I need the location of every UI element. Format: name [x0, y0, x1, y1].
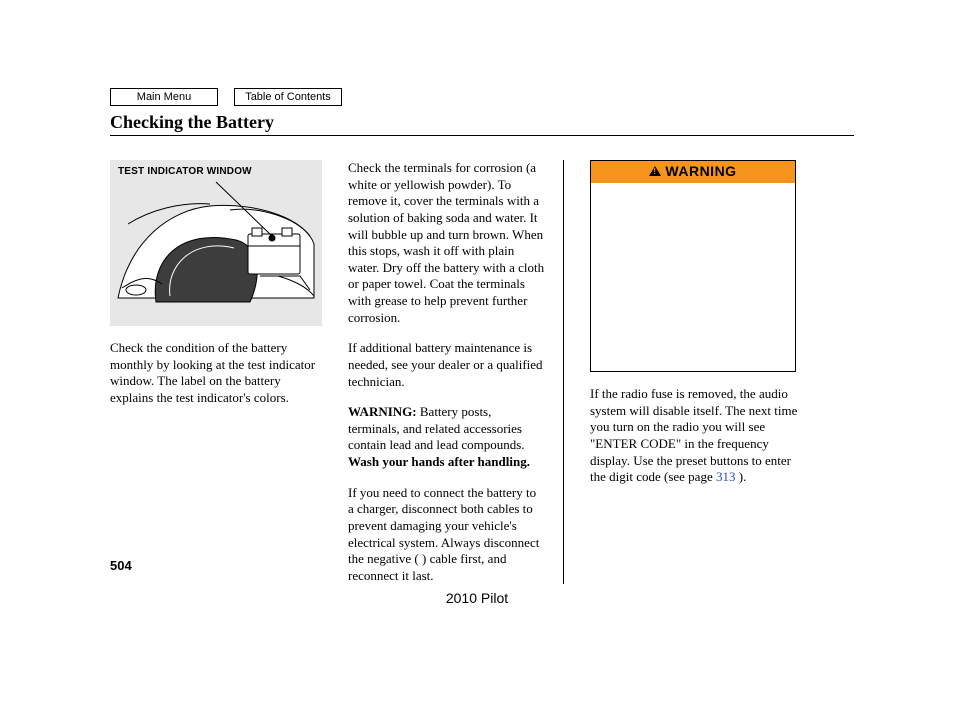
engine-bay-illustration-icon — [110, 180, 322, 326]
table-of-contents-button[interactable]: Table of Contents — [234, 88, 342, 106]
col3-text-b: ). — [735, 469, 746, 484]
wash-hands-bold: Wash your hands after handling. — [348, 454, 530, 469]
warning-triangle-icon — [649, 166, 661, 176]
col2-paragraph-1: Check the terminals for corrosion (a whi… — [348, 160, 545, 326]
warning-body — [591, 183, 795, 371]
main-menu-button[interactable]: Main Menu — [110, 88, 218, 106]
top-nav: Main Menu Table of Contents — [110, 88, 854, 106]
content-columns: TEST INDICATOR WINDOW — [110, 160, 854, 584]
warning-label: WARNING — [665, 163, 736, 181]
figure-caption: TEST INDICATOR WINDOW — [118, 166, 314, 179]
footer-model-year: 2010 Pilot — [0, 590, 954, 606]
manual-page: Main Menu Table of Contents Checking the… — [0, 0, 954, 710]
col1-paragraph: Check the condition of the battery month… — [110, 340, 322, 407]
inline-warning-label: WARNING: — [348, 404, 417, 419]
warning-callout: WARNING — [590, 160, 796, 372]
col3-text-a: If the radio fuse is removed, the audio … — [590, 386, 797, 484]
col3-paragraph: If the radio fuse is removed, the audio … — [590, 386, 808, 486]
col2-paragraph-2: If additional battery maintenance is nee… — [348, 340, 545, 390]
column-3: WARNING If the radio fuse is removed, th… — [590, 160, 808, 486]
battery-figure: TEST INDICATOR WINDOW — [110, 160, 322, 326]
warning-header: WARNING — [591, 161, 795, 183]
section-title: Checking the Battery — [110, 112, 854, 136]
page-link-313[interactable]: 313 — [716, 469, 736, 484]
col2-paragraph-4: If you need to connect the battery to a … — [348, 485, 545, 585]
page-number: 504 — [110, 558, 132, 573]
col2-paragraph-3: WARNING: Battery posts, terminals, and r… — [348, 404, 545, 471]
column-2: Check the terminals for corrosion (a whi… — [348, 160, 564, 584]
column-1: TEST INDICATOR WINDOW — [110, 160, 322, 407]
